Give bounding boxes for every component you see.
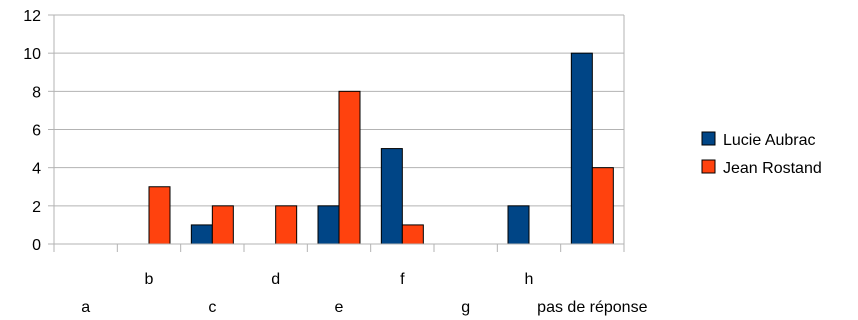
- y-tick-label: 8: [32, 84, 41, 101]
- x-tick-label: b: [145, 271, 154, 288]
- x-tick-label: pas de réponse: [537, 299, 647, 316]
- bar-lucie-aubrac-c: [190, 224, 213, 245]
- y-tick-labels: 0 2 4 6 8 10 12: [23, 8, 41, 254]
- bar-lucie-aubrac-h: [507, 205, 530, 245]
- bar-lucie-aubrac-pas-de-réponse: [570, 52, 593, 245]
- x-tick-label: h: [525, 271, 534, 288]
- bar-jean-rostand-f: [401, 224, 424, 245]
- y-tick-label: 0: [32, 237, 41, 254]
- legend-swatch: [701, 159, 716, 174]
- bar-jean-rostand-c: [211, 205, 234, 245]
- legend-label: Lucie Aubrac: [723, 132, 816, 149]
- legend: Lucie Aubrac Jean Rostand: [701, 131, 822, 177]
- bar-jean-rostand-d: [275, 205, 298, 245]
- x-tick-label: e: [335, 299, 344, 316]
- x-tick-label: c: [208, 299, 216, 316]
- x-tick-label: f: [400, 271, 405, 288]
- bar-jean-rostand-e: [338, 90, 361, 245]
- legend-swatch: [701, 131, 716, 146]
- bars: [148, 52, 614, 245]
- y-tick-label: 6: [32, 123, 41, 140]
- y-tick-label: 4: [32, 161, 41, 178]
- bar-jean-rostand-pas-de-réponse: [591, 167, 614, 245]
- y-tick-label: 10: [23, 46, 41, 63]
- axes: [48, 14, 625, 252]
- legend-label: Jean Rostand: [723, 160, 822, 177]
- bar-lucie-aubrac-f: [380, 148, 403, 245]
- bar-jean-rostand-b: [148, 186, 171, 245]
- x-tick-label: a: [81, 299, 90, 316]
- y-tick-label: 2: [32, 199, 41, 216]
- x-tick-label: g: [461, 299, 470, 316]
- x-tick-label: d: [271, 271, 280, 288]
- y-tick-label: 12: [23, 8, 41, 25]
- bar-lucie-aubrac-e: [317, 205, 340, 245]
